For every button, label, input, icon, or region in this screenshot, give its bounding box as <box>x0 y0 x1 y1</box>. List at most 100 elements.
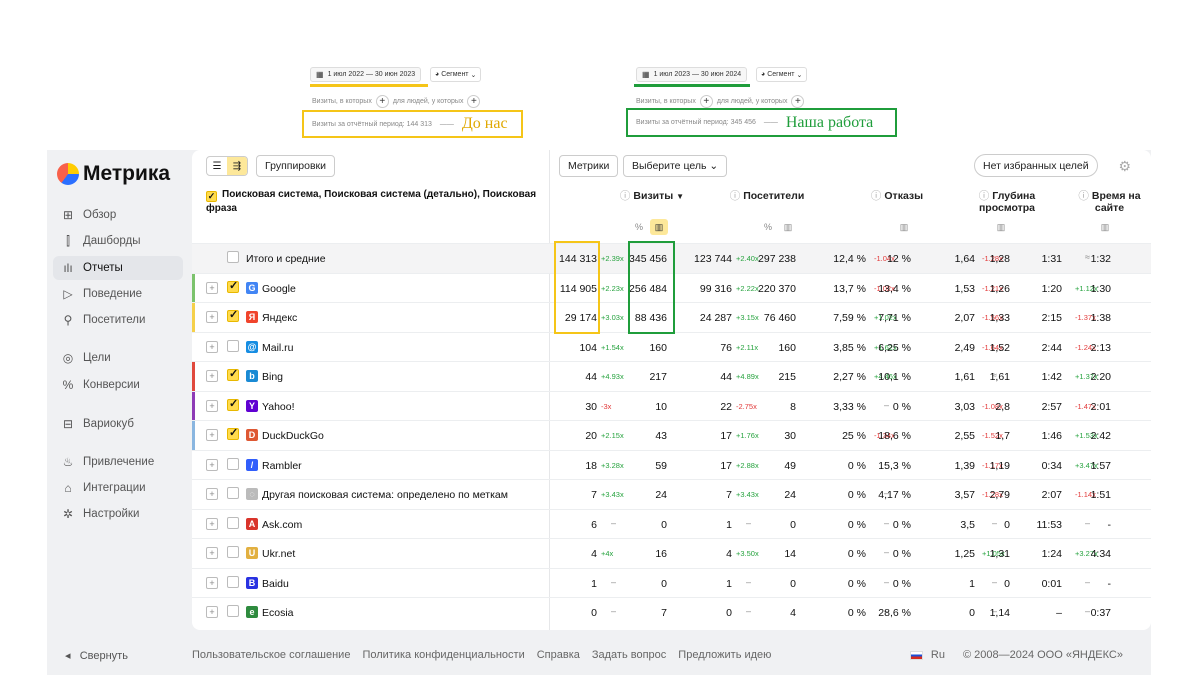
col-depth-header[interactable]: ⓘ Глубина просмотра <box>978 190 1036 214</box>
table-row[interactable]: + / Rambler 18 +3.28x 59 17 +2.88x 49 0 % –15,3 % 1… <box>192 449 1151 480</box>
table-row[interactable]: + b Bing 44 +4.93x 217 44 +4.89x 215 2,27 % +4.46x… <box>192 361 1151 391</box>
table-row[interactable]: + ◌ Другая поисковая система: определено п… <box>192 479 1151 509</box>
time-delta: -1.24x <box>1075 342 1096 352</box>
expand-row-button[interactable]: + <box>206 547 218 559</box>
chart-toggle-icon[interactable]: ▥ <box>899 221 909 232</box>
row-checkbox[interactable] <box>227 339 239 352</box>
row-checkbox[interactable] <box>227 575 239 588</box>
expand-row-button[interactable]: + <box>206 311 218 323</box>
table-row[interactable]: + @ Mail.ru 104 +1.54x 160 76 +2.11x 160 3,85 % +1… <box>192 331 1151 362</box>
expand-row-button[interactable]: + <box>206 517 218 530</box>
before-label: До нас <box>461 115 508 132</box>
sidebar-item[interactable]: ▷ Поведение <box>53 282 183 306</box>
chart-toggle-icon[interactable]: ▥ <box>783 221 793 232</box>
footer-link[interactable]: Справка <box>536 649 580 661</box>
row-checkbox[interactable] <box>227 516 239 529</box>
bounce-delta: – <box>884 517 890 528</box>
expand-row-button[interactable]: + <box>206 606 218 618</box>
row-checkbox[interactable] <box>227 605 239 617</box>
favorite-goals-button[interactable]: Нет избранных целей <box>974 154 1098 177</box>
row-checkbox[interactable] <box>227 426 239 440</box>
sidebar-item[interactable]: ◎ Цели <box>62 351 111 365</box>
footer-link[interactable]: Пользовательское соглашение <box>192 649 351 661</box>
sidebar-item[interactable]: ♨ Привлечение <box>62 455 155 469</box>
row-checkbox[interactable] <box>227 457 239 470</box>
row-checkbox[interactable] <box>227 397 239 411</box>
chart-toggle-icon[interactable]: ▥ <box>996 221 1006 232</box>
chart-toggle-icon[interactable]: ▥ <box>650 219 668 235</box>
logo[interactable]: Метрика <box>57 162 170 186</box>
table-row[interactable]: + D DuckDuckGo 20 +2.15x 43 17 +1.76x 30 25 % -1.3… <box>192 420 1151 450</box>
expand-row-button[interactable]: + <box>206 340 218 353</box>
row-checkbox[interactable] <box>227 546 239 558</box>
table-row[interactable]: + U Ukr.net 4 +4x 16 4 +3.50x 14 0 % –0 % 1,25 +1.05… <box>192 538 1151 568</box>
expand-row-button[interactable]: + <box>206 429 218 441</box>
col-bounce-header[interactable]: ⓘ Отказы <box>870 190 924 202</box>
depth-delta: -1.56x <box>982 313 1003 322</box>
visitors-delta: +3.15x <box>736 313 759 322</box>
bounce-after: 12 % <box>887 253 911 265</box>
col-visitors-header[interactable]: ⓘ Посетители <box>729 190 805 202</box>
sidebar-item[interactable]: ⫿ Дашборды <box>53 229 183 253</box>
period-after[interactable]: ▦ 1 июл 2023 — 30 июн 2024 <box>636 67 748 82</box>
table-row[interactable]: + B Baidu 1–0 1–0 0 % –0 % 1–0 0:01– - <box>192 567 1151 598</box>
table-row[interactable]: + A Ask.com 6–0 1–0 0 % –0 % 3,5–0 11:53– - <box>192 508 1151 539</box>
sidebar-item[interactable]: ⊞ Обзор <box>62 208 117 222</box>
time-before: 11:53 <box>1036 518 1063 531</box>
row-checkbox[interactable] <box>227 487 239 499</box>
footer-link[interactable]: Задать вопрос <box>591 649 667 661</box>
search-engine-icon: b <box>246 370 258 382</box>
table-row[interactable]: + e Ecosia 0–7 0–4 0 % –28,6 % 0–1,14– –0:37 <box>192 597 1151 627</box>
percent-toggle-icon[interactable]: % <box>634 222 643 232</box>
sidebar-item[interactable]: ⚲ Посетители <box>53 308 183 332</box>
row-checkbox[interactable] <box>227 308 239 322</box>
table-row[interactable]: + Я Яндекс 29 174 +3.03x 88 436 24 287 +3.15x 76… <box>192 302 1151 332</box>
col-time-header[interactable]: ⓘ Время на сайте <box>1078 190 1141 214</box>
period-before[interactable]: ▦ 1 июл 2022 — 30 июн 2023 <box>310 67 422 82</box>
expand-row-button[interactable]: + <box>206 458 218 471</box>
expand-row-button[interactable]: + <box>206 488 218 500</box>
row-checkbox[interactable] <box>227 279 239 293</box>
time-after: - <box>1107 577 1112 590</box>
search-engine-icon: G <box>246 281 258 294</box>
add-people-filter-button[interactable]: + <box>467 95 481 108</box>
totals-row[interactable]: Итого и средние 144 313 +2.39x 345 456 123 7… <box>192 243 1151 273</box>
sidebar-item[interactable]: ⌂ Интеграции <box>53 476 183 500</box>
collapse-button[interactable]: ◂ Свернуть <box>65 650 128 662</box>
depth-delta: -1.64x <box>982 342 1003 352</box>
series-color-marker <box>192 421 195 450</box>
chart-toggle-icon[interactable]: ▥ <box>1100 221 1110 232</box>
sidebar-item[interactable]: ılı Отчеты <box>53 256 183 280</box>
table-row[interactable]: + G Google 114 905 +2.23x 256 484 99 316 +2.22x… <box>192 272 1151 302</box>
expand-row-button[interactable]: + <box>206 370 218 382</box>
row-checkbox[interactable] <box>227 367 239 381</box>
add-visit-filter-button[interactable]: + <box>375 95 389 108</box>
percent-toggle-icon[interactable]: % <box>763 222 772 232</box>
table-row[interactable]: + Y Yahoo! 30 -3x 10 22 -2.75x 8 3,33 % –0 % 3,03 -1… <box>192 390 1151 420</box>
col-visits-header[interactable]: ⓘ Визиты ▼ <box>619 190 685 202</box>
groupings-button[interactable]: Группировки <box>256 155 336 177</box>
goal-select[interactable]: Выберите цель ⌄ <box>623 155 728 177</box>
sidebar-item[interactable]: ✲ Настройки <box>62 507 140 521</box>
visits-after: 88 436 <box>634 312 667 324</box>
sidebar-item[interactable]: % Конверсии <box>62 378 140 392</box>
segment-before-button[interactable]: ◕ Сегмент ⌄ <box>430 67 482 82</box>
tree-view-icon[interactable]: ⇶ <box>227 157 247 175</box>
add-people-filter-button[interactable]: + <box>791 95 805 108</box>
expand-row-button[interactable]: + <box>206 281 218 294</box>
dimension-header[interactable]: ✓ Поисковая система, Поисковая система (д… <box>206 189 537 214</box>
list-view-icon[interactable]: ☰ <box>212 160 222 172</box>
add-visit-filter-button[interactable]: + <box>699 95 713 108</box>
expand-row-button[interactable]: + <box>206 576 218 589</box>
footer-link[interactable]: Политика конфиденциальности <box>362 649 525 661</box>
footer-link[interactable]: Предложить идею <box>678 649 772 661</box>
sidebar-item[interactable]: ⊟ Вариокуб <box>62 417 134 431</box>
segment-after-button[interactable]: ◕ Сегмент ⌄ <box>756 67 808 82</box>
depth-delta: -1.28x <box>982 490 1003 499</box>
language-switch[interactable]: Ru <box>930 649 945 661</box>
metrics-button[interactable]: Метрики <box>559 155 619 177</box>
expand-row-button[interactable]: + <box>206 399 218 412</box>
row-checkbox[interactable] <box>227 251 239 263</box>
gear-icon[interactable]: ⚙ <box>1118 158 1131 174</box>
visits-delta: – <box>611 606 617 616</box>
